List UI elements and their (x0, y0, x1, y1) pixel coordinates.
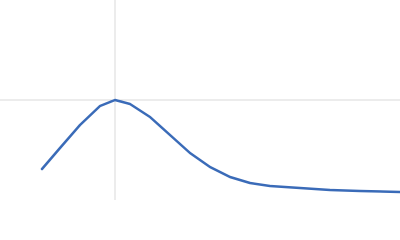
chart (0, 0, 400, 200)
page: {"chart_data": {"type": "line", "x": [42… (0, 0, 400, 200)
data-line (40, 98, 400, 194)
